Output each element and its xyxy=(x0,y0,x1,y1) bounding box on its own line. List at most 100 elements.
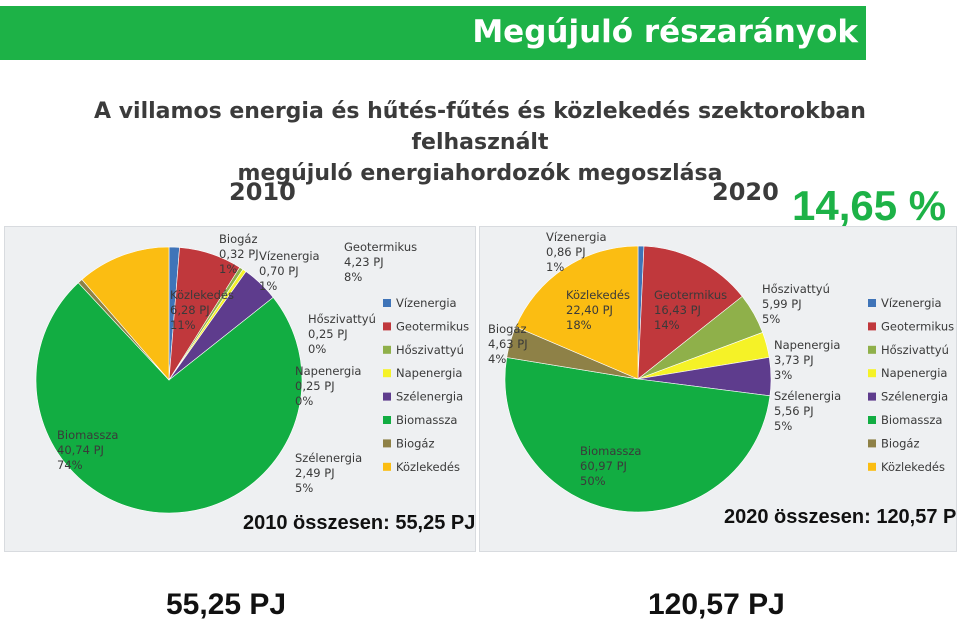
legend-swatch-2010-biomassza xyxy=(383,416,391,424)
slice-label-text-2020-biogaz-1: 4,63 PJ xyxy=(488,337,528,351)
legend-label-2010-geotermikus: Geotermikus xyxy=(396,319,469,333)
legend-swatch-2010-geotermikus xyxy=(383,322,391,331)
slice-label-text-2010-vizenergia-2: 1% xyxy=(259,279,277,293)
slice-label-text-2010-kozlekedes-0: Közlekedés xyxy=(170,288,234,302)
slice-label-text-2020-hoszivattyu-0: Hőszivattyú xyxy=(762,282,830,296)
page-title: Megújuló részarányok xyxy=(472,14,858,50)
pie-slice-2020-geotermikus xyxy=(637,245,743,380)
pie-slice-2020-biomassza xyxy=(504,357,771,513)
slice-label-text-2020-vizenergia-2: 1% xyxy=(546,260,564,274)
slice-label-text-2010-biogaz-0: Biogáz xyxy=(219,232,258,246)
legend-label-2010-kozlekedes: Közlekedés xyxy=(396,460,460,474)
legend-label-2010-hoszivattyu: Hőszivattyú xyxy=(396,343,464,357)
slice-label-text-2010-hoszivattyu-0: Hőszivattyú xyxy=(308,312,376,326)
legend-label-2010-szelenergia: Szélenergia xyxy=(396,390,463,404)
bottom-total-2010: 55,25 PJ xyxy=(166,588,287,621)
slice-label-text-2010-napenergia-1: 0,25 PJ xyxy=(295,379,335,393)
slice-label-text-2010-biogaz-2: 1% xyxy=(219,262,237,276)
slice-label-text-2020-biogaz-0: Biogáz xyxy=(488,322,527,336)
slice-label-text-2010-szelenergia-0: Szélenergia xyxy=(295,451,362,465)
slice-label-text-2010-biogaz-1: 0,32 PJ xyxy=(219,247,259,261)
slice-label-text-2010-vizenergia-1: 0,70 PJ xyxy=(259,264,299,278)
legend-swatch-2010-szelenergia xyxy=(383,392,391,401)
chart-total-2010: 2010 összesen: 55,25 PJ xyxy=(243,512,475,534)
legend-swatch-2020-vizenergia xyxy=(868,299,876,307)
pie-slice-2010-biomassza xyxy=(35,282,303,514)
slice-label-text-2010-biomassza-0: Biomassza xyxy=(57,428,118,442)
legend-swatch-2020-biomassza xyxy=(868,416,876,424)
legend-swatch-2020-szelenergia xyxy=(868,392,876,401)
slice-label-text-2020-hoszivattyu-1: 5,99 PJ xyxy=(762,297,802,311)
slice-label-text-2020-kozlekedes-1: 22,40 PJ xyxy=(566,303,613,317)
slice-label-text-2010-geotermikus-2: 8% xyxy=(344,270,362,284)
legend-label-2020-hoszivattyu: Hőszivattyú xyxy=(881,343,949,357)
slice-label-text-2010-biomassza-1: 40,74 PJ xyxy=(57,443,104,457)
title-banner: Megújuló részarányok xyxy=(0,6,866,60)
slice-label-text-2020-geotermikus-0: Geotermikus xyxy=(654,288,727,302)
slice-label-text-2010-napenergia-2: 0% xyxy=(295,394,313,408)
slice-label-text-2010-kozlekedes-2: 11% xyxy=(170,318,196,332)
legend-label-2020-geotermikus: Geotermikus xyxy=(881,319,954,333)
subtitle-line-1: A villamos energia és hűtés-fűtés és köz… xyxy=(94,99,866,155)
slice-label-text-2010-vizenergia-0: Vízenergia xyxy=(259,249,320,263)
slice-label-text-2010-kozlekedes-1: 6,28 PJ xyxy=(170,303,210,317)
slice-label-text-2010-geotermikus-0: Geotermikus xyxy=(344,240,417,254)
slice-label-text-2020-kozlekedes-0: Közlekedés xyxy=(566,288,630,302)
legend-label-2020-kozlekedes: Közlekedés xyxy=(881,460,945,474)
slice-label-text-2010-geotermikus-1: 4,23 PJ xyxy=(344,255,384,269)
slice-label-text-2020-biomassza-0: Biomassza xyxy=(580,444,641,458)
subtitle-line-2: megújuló energiahordozók megoszlása xyxy=(237,161,723,186)
legend-label-2010-biogaz: Biogáz xyxy=(396,436,435,450)
slice-label-text-2020-biomassza-2: 50% xyxy=(580,474,606,488)
slice-label-text-2020-szelenergia-0: Szélenergia xyxy=(774,389,841,403)
slice-label-text-2020-napenergia-2: 3% xyxy=(774,368,792,382)
slice-label-text-2020-vizenergia-1: 0,86 PJ xyxy=(546,245,586,259)
slice-label-text-2010-hoszivattyu-1: 0,25 PJ xyxy=(308,327,348,341)
slice-label-text-2020-napenergia-1: 3,73 PJ xyxy=(774,353,814,367)
legend-swatch-2010-vizenergia xyxy=(383,299,391,307)
subtitle: A villamos energia és hűtés-fűtés és köz… xyxy=(40,96,920,189)
slice-label-text-2010-biomassza-2: 74% xyxy=(57,458,83,472)
slice-label-text-2010-hoszivattyu-2: 0% xyxy=(308,342,326,356)
slice-label-text-2020-biomassza-1: 60,97 PJ xyxy=(580,459,627,473)
slice-label-text-2020-hoszivattyu-2: 5% xyxy=(762,312,780,326)
slice-label-text-2020-szelenergia-2: 5% xyxy=(774,419,792,433)
legend-label-2010-vizenergia: Vízenergia xyxy=(396,296,457,310)
legend-swatch-2010-hoszivattyu xyxy=(383,345,391,354)
pie-slice-2010-kozlekedes xyxy=(81,246,170,381)
slice-label-text-2020-vizenergia-0: Vízenergia xyxy=(546,230,607,244)
slice-label-text-2020-geotermikus-1: 16,43 PJ xyxy=(654,303,701,317)
slice-label-text-2020-kozlekedes-2: 18% xyxy=(566,318,592,332)
legend-swatch-2010-napenergia xyxy=(383,369,391,378)
legend-label-2020-biogaz: Biogáz xyxy=(881,436,920,450)
legend-swatch-2020-napenergia xyxy=(868,369,876,378)
chart-2020-title: 2020 xyxy=(712,178,779,206)
legend-swatch-2010-kozlekedes xyxy=(383,462,391,471)
legend-swatch-2010-biogaz xyxy=(383,439,391,448)
legend-label-2020-szelenergia: Szélenergia xyxy=(881,390,948,404)
bottom-total-2020: 120,57 PJ xyxy=(648,588,785,621)
legend-swatch-2020-biogaz xyxy=(868,439,876,448)
slice-label-text-2010-napenergia-0: Napenergia xyxy=(295,364,361,378)
highlight-percent: 14,65 % xyxy=(792,182,947,229)
slice-label-text-2010-szelenergia-2: 5% xyxy=(295,481,313,495)
chart-2010-panel: Vízenergia 0,70 PJ 1% Geotermikus 4,23 PJ 8% H… xyxy=(4,226,476,552)
legend-label-2010-biomassza: Biomassza xyxy=(396,413,457,427)
legend-swatch-2020-geotermikus xyxy=(868,322,876,331)
slice-label-text-2020-napenergia-0: Napenergia xyxy=(774,338,840,352)
chart-total-2020: 2020 összesen: 120,57 PJ xyxy=(724,506,956,528)
